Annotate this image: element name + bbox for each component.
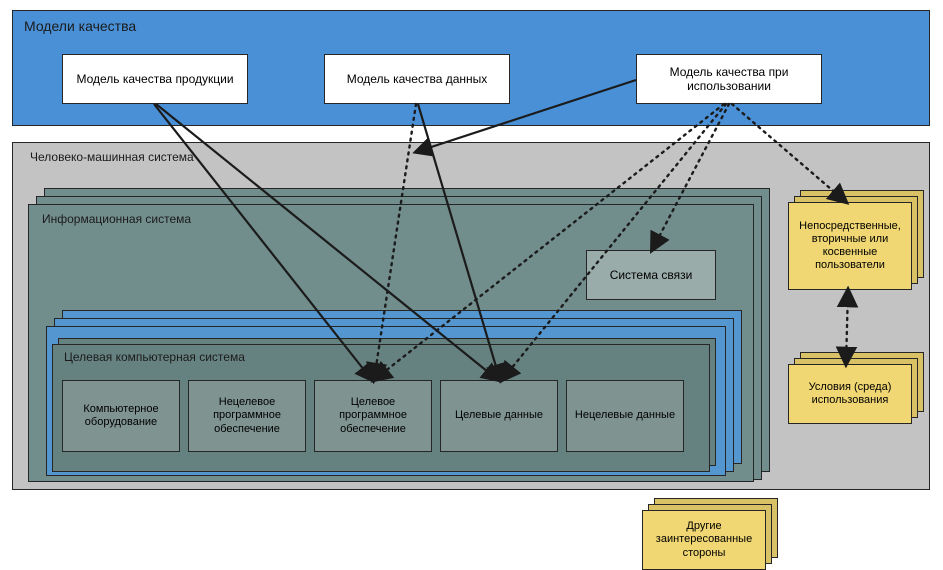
info-system-label: Информационная система [42, 212, 191, 226]
model-use-box: Модель качества при использовании [636, 54, 822, 104]
cell-nt-d: Нецелевые данные [566, 380, 684, 452]
model-product-box: Модель качества продукции [62, 54, 248, 104]
cell-tg-d: Целевые данные [440, 380, 558, 452]
cond-box: Условия (среда) использования [788, 364, 912, 424]
cell-nt-sw: Нецелевое программное обеспечение [188, 380, 306, 452]
comm-system-box: Система связи [586, 250, 716, 300]
cell-hw: Компьютерное оборудование [62, 380, 180, 452]
target-sys-label: Целевая компьютерная система [64, 350, 245, 364]
model-data-box: Модель качества данных [324, 54, 510, 104]
human-machine-label: Человеко-машинная система [30, 150, 194, 164]
users-box: Непосредственные, вторичные или косвенны… [788, 202, 912, 290]
stake-box: Другие заинтересованные стороны [642, 510, 766, 570]
header-title: Модели качества [24, 18, 136, 34]
cell-tg-sw: Целевое программное обеспечение [314, 380, 432, 452]
